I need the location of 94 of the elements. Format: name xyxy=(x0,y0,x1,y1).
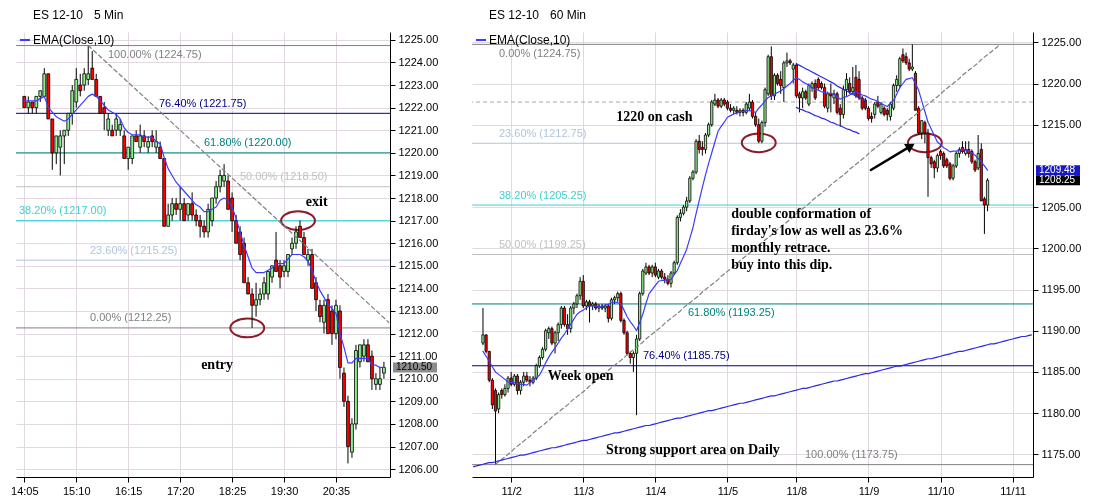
candlestick xyxy=(829,83,833,113)
x-tick-label: 11/11 xyxy=(1000,484,1027,497)
x-tick-label: 11/10 xyxy=(927,484,955,497)
candlestick xyxy=(932,159,936,179)
chart-title: ES 12-10 xyxy=(489,8,540,22)
x-tick-label: 19:30 xyxy=(270,484,299,497)
y-tick-label: 1213.00 xyxy=(398,304,439,317)
ref-line-label: 38.20% (1217.00) xyxy=(19,204,107,217)
y-tick-label: 1180.00 xyxy=(1041,406,1081,419)
candlestick xyxy=(278,259,282,289)
candlestick xyxy=(854,64,858,99)
annotation: entry xyxy=(201,356,234,372)
y-tick-label: 1212.00 xyxy=(398,327,439,340)
y-tick-label: 1211.00 xyxy=(398,349,438,362)
x-tick-label: 18:25 xyxy=(218,484,247,497)
x-tick-label: 11/5 xyxy=(717,484,739,497)
x-tick-label: 17:20 xyxy=(166,484,195,497)
y-tick-label: 1215.00 xyxy=(1041,118,1082,131)
x-tick-label: 14:05 xyxy=(11,484,39,497)
x-tick-label: 11/4 xyxy=(645,484,667,497)
annotation: Week open xyxy=(547,367,614,383)
ref-line-label: 0.00% (1212.25) xyxy=(90,311,172,324)
line-series xyxy=(472,334,1033,468)
y-tick-label: 1185.00 xyxy=(1041,365,1081,378)
x-tick-label: 11/3 xyxy=(573,484,595,497)
x-tick-label: 15:10 xyxy=(62,484,91,497)
annotation: 1220 on cash xyxy=(616,109,693,124)
y-tick-label: 1215.00 xyxy=(398,259,439,272)
annotation: double conformation of firday's low as well as 23.6% monthly retrace. buy into this dip. xyxy=(731,206,904,273)
y-tick-label: 1216.00 xyxy=(398,236,439,249)
ref-line-label: 50.00% (1199.25) xyxy=(499,238,586,250)
candlestick xyxy=(823,83,827,109)
ref-line-label: 0.00% (1224.75) xyxy=(499,46,581,59)
candlestick xyxy=(362,338,366,363)
x-tick-label: 11/9 xyxy=(858,484,880,497)
annotation: exit xyxy=(305,193,328,209)
candlestick xyxy=(322,299,326,335)
ref-line-label: 23.60% (1212.75) xyxy=(499,126,587,139)
y-tick-label: 1200.00 xyxy=(1041,241,1082,254)
y-tick-label: 1210.00 xyxy=(398,372,439,385)
y-tick-label: 1208.00 xyxy=(398,417,439,430)
candlestick xyxy=(254,282,258,318)
y-tick-label: 1209.00 xyxy=(398,394,439,407)
y-tick-label: 1175.00 xyxy=(1041,447,1081,460)
ref-line-label: 76.40% (1221.75) xyxy=(159,96,247,109)
annotation: Strong support area on Daily xyxy=(606,441,780,457)
y-tick-label: 1205.00 xyxy=(1041,200,1082,213)
candlestick xyxy=(178,186,182,222)
candlestick xyxy=(174,197,178,216)
y-tick-label: 1207.00 xyxy=(398,440,439,453)
candlestick xyxy=(86,45,91,86)
text: 1209.48 xyxy=(1039,164,1076,176)
candlestick xyxy=(569,305,573,334)
legend-label: EMA(Close,10) xyxy=(489,33,571,47)
y-tick-label: 1217.00 xyxy=(398,214,439,227)
candlestick xyxy=(58,129,63,176)
y-tick-label: 1220.00 xyxy=(398,146,439,159)
y-tick-label: 1219.00 xyxy=(398,168,439,181)
x-tick-label: 11/8 xyxy=(786,484,808,497)
candlestick xyxy=(130,135,135,165)
y-tick-label: 1220.00 xyxy=(1041,77,1082,89)
ref-line-label: 76.40% (1185.75) xyxy=(643,349,730,362)
candlestick xyxy=(378,366,382,391)
ref-line-label: 61.80% (1220.00) xyxy=(204,136,292,149)
candlestick xyxy=(82,67,87,92)
chart-subtitle: 5 Min xyxy=(94,8,124,22)
ref-line-label: 50.00% (1218.50) xyxy=(240,170,328,183)
line-series xyxy=(795,106,860,135)
y-tick-label: 1221.00 xyxy=(398,123,439,136)
text: 1210.50 xyxy=(396,361,433,373)
y-tick-label: 1223.00 xyxy=(398,78,439,91)
x-tick-label: 16:15 xyxy=(114,484,143,497)
y-tick-label: 1214.00 xyxy=(398,281,439,294)
y-tick-label: 1190.00 xyxy=(1041,324,1081,337)
candlestick xyxy=(497,392,501,414)
legend-label: EMA(Close,10) xyxy=(33,33,115,47)
ref-line-label: 100.00% (1224.75) xyxy=(108,48,202,61)
y-tick-label: 1218.00 xyxy=(398,191,439,204)
y-tick-label: 1206.00 xyxy=(398,462,439,475)
x-tick-label: 20:35 xyxy=(322,484,351,497)
y-tick-label: 1195.00 xyxy=(1041,283,1081,296)
chart-subtitle: 60 Min xyxy=(550,8,587,22)
candlestick xyxy=(190,191,194,222)
y-tick-label: 1225.00 xyxy=(1041,35,1082,48)
ref-line-label: 100.00% (1173.75) xyxy=(805,448,898,461)
y-tick-label: 1222.00 xyxy=(398,101,439,114)
x-tick-label: 11/2 xyxy=(501,484,522,497)
ref-line-label: 61.80% (1193.25) xyxy=(688,306,775,319)
text: 1208.25 xyxy=(1039,174,1076,186)
ref-line-label: 23.60% (1215.25) xyxy=(90,243,178,256)
y-tick-label: 1224.00 xyxy=(398,55,439,68)
chart-title: ES 12-10 xyxy=(33,8,84,22)
ref-line-label: 38.20% (1205.25) xyxy=(499,188,587,201)
y-tick-label: 1225.00 xyxy=(398,33,439,46)
